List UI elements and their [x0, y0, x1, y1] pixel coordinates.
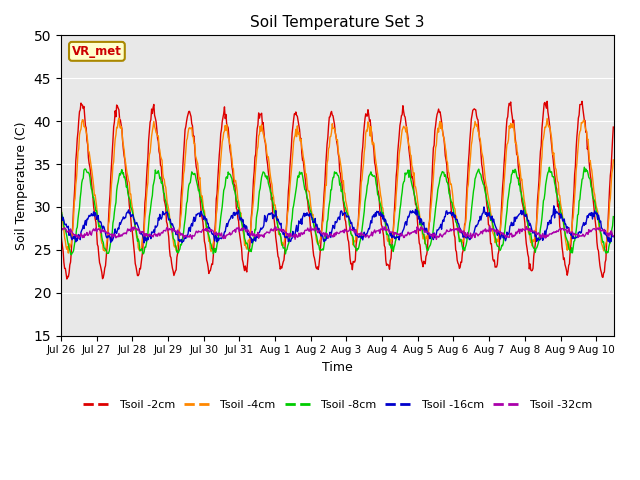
Tsoil -16cm: [60, 215, 67, 220]
Tsoil -2cm: [467, 117, 475, 122]
Tsoil -16cm: [248, 240, 256, 246]
Tsoil -2cm: [60, 248, 67, 254]
Tsoil -8cm: [57, 211, 65, 216]
Tsoil -32cm: [433, 237, 440, 242]
Tsoil -16cm: [454, 220, 461, 226]
Tsoil -16cm: [294, 229, 301, 235]
Tsoil -2cm: [63, 276, 70, 282]
Line: Tsoil -8cm: Tsoil -8cm: [61, 167, 613, 255]
Title: Soil Temperature Set 3: Soil Temperature Set 3: [250, 15, 425, 30]
Tsoil -4cm: [468, 138, 476, 144]
Tsoil -32cm: [57, 225, 65, 231]
Line: Tsoil -16cm: Tsoil -16cm: [61, 206, 613, 243]
Tsoil -2cm: [314, 266, 322, 272]
Tsoil -8cm: [454, 225, 461, 230]
Tsoil -16cm: [550, 203, 557, 209]
Tsoil -16cm: [134, 224, 142, 229]
Tsoil -4cm: [609, 157, 617, 163]
Tsoil -4cm: [57, 202, 65, 208]
Tsoil -16cm: [57, 217, 65, 223]
Tsoil -2cm: [609, 124, 617, 130]
Line: Tsoil -4cm: Tsoil -4cm: [61, 118, 613, 253]
Tsoil -16cm: [467, 234, 475, 240]
Tsoil -2cm: [57, 228, 65, 234]
Text: VR_met: VR_met: [72, 45, 122, 58]
Tsoil -8cm: [67, 252, 75, 258]
Tsoil -4cm: [455, 233, 463, 239]
Tsoil -2cm: [454, 260, 461, 266]
Tsoil -2cm: [543, 98, 551, 104]
Tsoil -16cm: [314, 227, 322, 233]
Tsoil -32cm: [314, 229, 321, 235]
Legend: Tsoil -2cm, Tsoil -4cm, Tsoil -8cm, Tsoil -16cm, Tsoil -32cm: Tsoil -2cm, Tsoil -4cm, Tsoil -8cm, Tsoi…: [79, 395, 596, 414]
Tsoil -8cm: [580, 164, 588, 170]
Tsoil -4cm: [136, 248, 143, 254]
Tsoil -16cm: [609, 234, 617, 240]
Tsoil -32cm: [467, 235, 475, 241]
Tsoil -32cm: [134, 226, 142, 231]
Tsoil -4cm: [60, 222, 67, 228]
Tsoil -32cm: [60, 226, 67, 232]
Line: Tsoil -2cm: Tsoil -2cm: [61, 101, 613, 279]
Tsoil -8cm: [314, 242, 322, 248]
Tsoil -8cm: [60, 214, 67, 220]
Tsoil -32cm: [609, 233, 617, 239]
Tsoil -4cm: [65, 250, 72, 256]
Tsoil -8cm: [135, 239, 143, 244]
Tsoil -2cm: [135, 271, 143, 277]
Tsoil -32cm: [486, 223, 493, 229]
Tsoil -4cm: [294, 131, 302, 137]
Tsoil -4cm: [115, 115, 123, 121]
Y-axis label: Soil Temperature (C): Soil Temperature (C): [15, 121, 28, 250]
Tsoil -8cm: [609, 214, 617, 219]
X-axis label: Time: Time: [322, 361, 353, 374]
Line: Tsoil -32cm: Tsoil -32cm: [61, 226, 613, 240]
Tsoil -4cm: [315, 241, 323, 247]
Tsoil -8cm: [294, 176, 301, 182]
Tsoil -8cm: [467, 208, 475, 214]
Tsoil -32cm: [454, 225, 461, 231]
Tsoil -32cm: [292, 233, 300, 239]
Tsoil -2cm: [294, 113, 301, 119]
